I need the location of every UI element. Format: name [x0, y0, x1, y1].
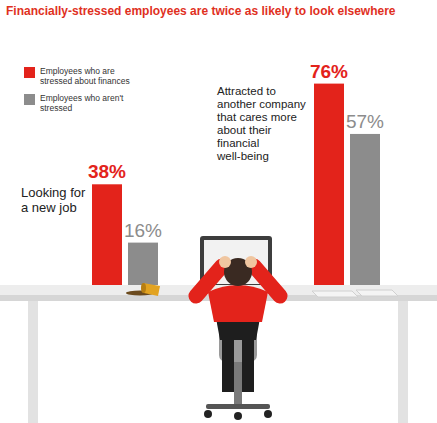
labels: 38% 16% Looking fora new job 76% 57% Attracte…	[21, 61, 384, 241]
legend-swatch	[24, 67, 35, 78]
desk-leg	[28, 301, 38, 423]
data-label: 76%	[310, 61, 348, 82]
bars	[92, 84, 380, 285]
chart: 38% 16% Looking fora new job 76% 57% Attracte…	[0, 0, 437, 423]
category-label: Attracted toanother companythat cares mo…	[216, 85, 306, 162]
legend-label: Employees who aren'tstressed	[40, 93, 124, 113]
chair-wheel	[204, 410, 212, 418]
chair-pole	[234, 362, 242, 406]
legend-swatch	[24, 94, 35, 105]
legend: Employees who arestressed about finances…	[24, 66, 130, 113]
person-arm	[254, 266, 280, 296]
text-line: stressed	[40, 103, 72, 113]
cup-mouth	[141, 283, 146, 293]
title: Financially-stressed employees are twice…	[6, 4, 431, 18]
person-torso	[208, 285, 268, 322]
text-line: a new job	[21, 200, 77, 215]
data-label: 16%	[124, 220, 162, 241]
text-line: financial	[217, 137, 259, 149]
person-arm	[196, 266, 222, 296]
desk-leg	[398, 301, 408, 423]
chair-wheel	[234, 412, 242, 420]
data-label: 57%	[346, 111, 384, 132]
category-label: Looking fora new job	[21, 185, 86, 215]
text-line: Attracted to	[217, 85, 276, 97]
text-line: Looking for	[21, 185, 86, 200]
text-line: stressed about finances	[40, 76, 130, 86]
legend-label: Employees who arestressed about finances	[40, 66, 130, 86]
paper	[312, 291, 358, 297]
text-line: well-being	[216, 150, 269, 162]
text-line: Employees who are	[40, 66, 115, 76]
paper	[356, 290, 398, 296]
text-line: that cares more	[217, 111, 297, 123]
text-line: about their	[217, 124, 272, 136]
person-hand	[219, 256, 231, 268]
bar	[314, 84, 344, 285]
chair-base	[206, 404, 270, 409]
illustration	[0, 256, 437, 423]
data-label: 38%	[88, 161, 126, 182]
person-hand	[245, 256, 257, 268]
page: {"chart_data": {"type": "bar", "title": …	[0, 0, 437, 423]
text-line: another company	[217, 98, 306, 110]
bar	[92, 184, 122, 285]
chair-wheel	[264, 410, 272, 418]
text-line: Employees who aren't	[40, 93, 124, 103]
bar	[350, 134, 380, 285]
bar	[128, 243, 158, 285]
